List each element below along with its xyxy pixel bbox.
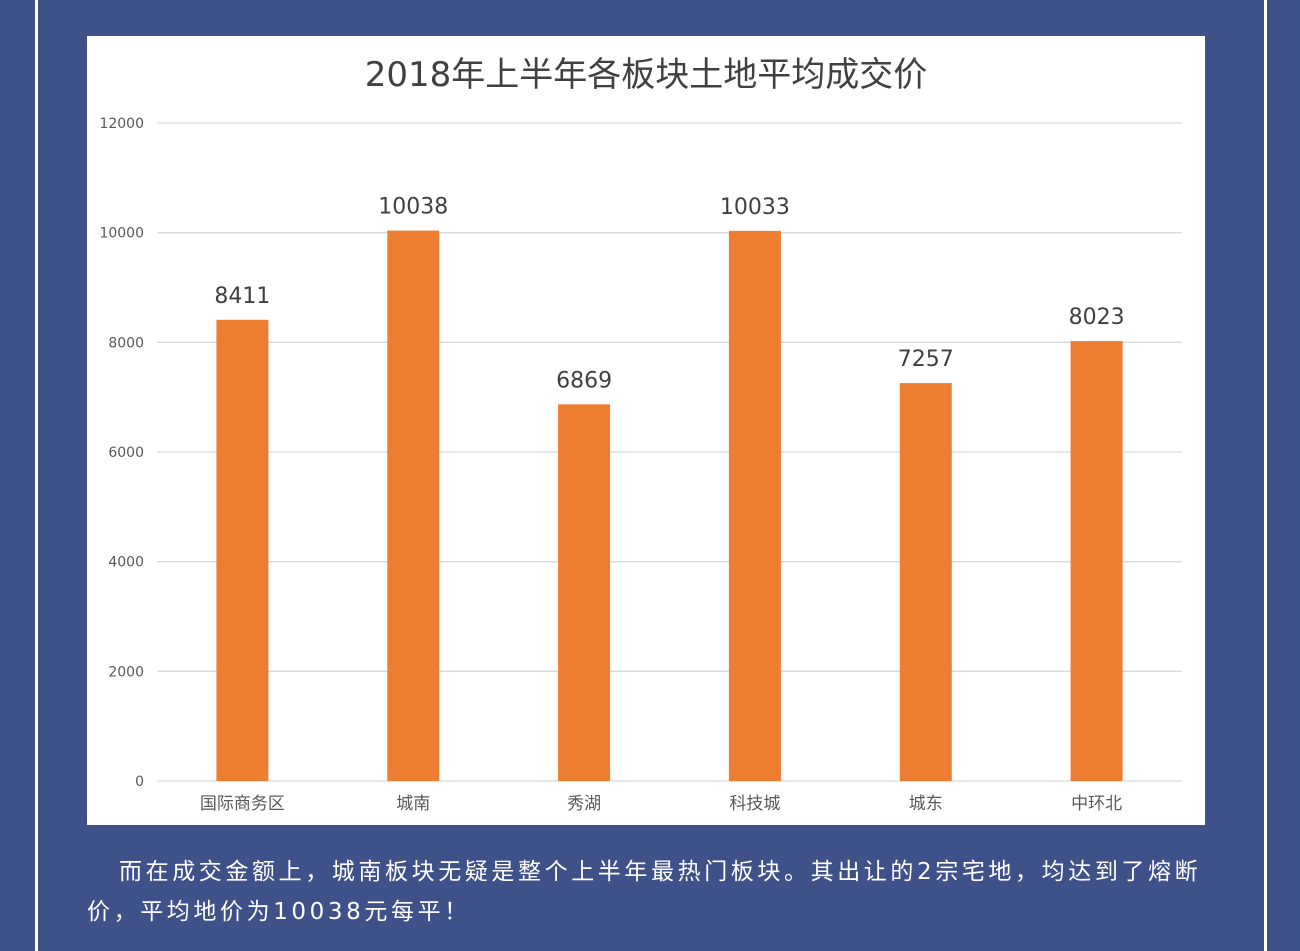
data-label: 8023 [1069, 305, 1125, 330]
x-tick-label: 科技城 [729, 794, 780, 814]
bar-3 [558, 404, 611, 781]
caption-text: 而在成交金额上，城南板块无疑是整个上半年最热门板块。其出让的2宗宅地，均达到了熔… [87, 859, 1202, 925]
y-tick-labels: 0 2000 4000 6000 8000 10000 12000 [99, 116, 144, 790]
chart-title: 2018年上半年各板块土地平均成交价 [365, 55, 928, 95]
y-tick-label: 12000 [99, 116, 144, 132]
frame-line-left [35, 0, 38, 951]
y-tick-label: 10000 [99, 226, 144, 242]
y-tick-label: 6000 [108, 445, 144, 461]
caption: 而在成交金额上，城南板块无疑是整个上半年最热门板块。其出让的2宗宅地，均达到了熔… [87, 852, 1205, 932]
data-label: 10033 [720, 195, 790, 220]
y-tick-label: 4000 [108, 555, 144, 571]
y-tick-label: 2000 [108, 664, 144, 680]
x-tick-label: 国际商务区 [200, 794, 285, 814]
chart-panel: 2018年上半年各板块土地平均成交价 0 2000 4000 6000 8000 1000… [87, 36, 1205, 825]
x-tick-label: 秀湖 [567, 794, 601, 814]
data-label: 6869 [556, 368, 612, 393]
y-tick-label: 8000 [108, 335, 144, 351]
data-labels: 8411 10038 6869 10033 7257 8023 [214, 195, 1124, 394]
x-tick-label: 城南 [396, 794, 430, 814]
bar-chart: 2018年上半年各板块土地平均成交价 0 2000 4000 6000 8000 1000… [99, 55, 1182, 814]
data-label: 10038 [378, 195, 448, 220]
x-tick-label: 城东 [909, 794, 943, 814]
y-tick-label: 0 [135, 774, 144, 790]
grid-layer [157, 122, 1182, 782]
data-label: 7257 [898, 347, 954, 372]
bars [216, 230, 1123, 781]
bar-5 [899, 383, 952, 781]
frame-line-right [1264, 0, 1267, 951]
data-label: 8411 [214, 284, 270, 309]
bar-2 [387, 230, 440, 781]
x-tick-label: 中环北 [1071, 794, 1122, 814]
bar-6 [1070, 341, 1123, 781]
bar-1 [216, 319, 269, 781]
x-tick-labels: 国际商务区 城南 秀湖 科技城 城东 中环北 [200, 794, 1122, 814]
bar-4 [728, 230, 781, 781]
